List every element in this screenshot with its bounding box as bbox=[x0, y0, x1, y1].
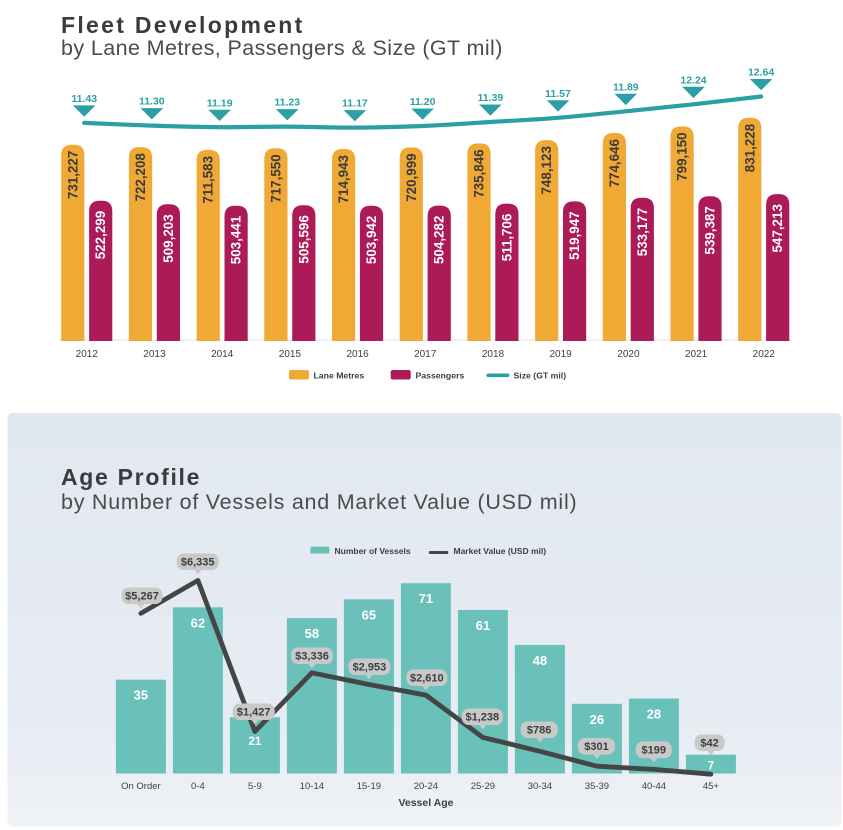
svg-text:11.20: 11.20 bbox=[410, 96, 436, 108]
svg-text:533,177: 533,177 bbox=[635, 208, 650, 256]
svg-text:505,596: 505,596 bbox=[296, 215, 311, 263]
svg-text:26: 26 bbox=[590, 712, 604, 727]
svg-text:$1,238: $1,238 bbox=[465, 712, 499, 724]
svg-text:2022: 2022 bbox=[753, 349, 776, 360]
svg-text:504,282: 504,282 bbox=[432, 216, 447, 264]
svg-text:Size (GT mil): Size (GT mil) bbox=[514, 371, 567, 381]
svg-text:$5,267: $5,267 bbox=[125, 591, 159, 603]
svg-text:40-44: 40-44 bbox=[642, 781, 666, 792]
svg-text:$2,953: $2,953 bbox=[353, 662, 387, 674]
svg-text:711,583: 711,583 bbox=[201, 156, 216, 204]
svg-text:$2,610: $2,610 bbox=[410, 673, 444, 685]
svg-text:Lane Metres: Lane Metres bbox=[314, 371, 365, 381]
svg-text:Vessel Age: Vessel Age bbox=[398, 797, 453, 809]
svg-text:2013: 2013 bbox=[143, 349, 166, 360]
svg-text:2018: 2018 bbox=[482, 349, 505, 360]
svg-text:2015: 2015 bbox=[279, 349, 302, 360]
svg-text:2017: 2017 bbox=[414, 349, 437, 360]
svg-text:717,550: 717,550 bbox=[268, 154, 283, 202]
svg-text:519,947: 519,947 bbox=[567, 211, 582, 259]
svg-text:35: 35 bbox=[134, 688, 148, 703]
svg-text:2012: 2012 bbox=[76, 349, 99, 360]
svg-text:61: 61 bbox=[476, 618, 490, 633]
svg-text:30-34: 30-34 bbox=[528, 781, 552, 792]
svg-text:0-4: 0-4 bbox=[191, 781, 205, 792]
svg-text:$301: $301 bbox=[584, 741, 608, 753]
svg-text:11.30: 11.30 bbox=[139, 96, 165, 108]
svg-text:20-24: 20-24 bbox=[414, 781, 438, 792]
svg-text:$3,336: $3,336 bbox=[295, 651, 329, 663]
svg-text:799,150: 799,150 bbox=[675, 132, 690, 180]
svg-text:On Order: On Order bbox=[121, 781, 161, 792]
svg-text:$786: $786 bbox=[527, 725, 551, 737]
svg-text:11.57: 11.57 bbox=[545, 88, 571, 100]
svg-text:$42: $42 bbox=[700, 738, 718, 750]
svg-text:28: 28 bbox=[647, 707, 661, 722]
svg-text:522,299: 522,299 bbox=[93, 211, 108, 259]
svg-text:11.39: 11.39 bbox=[478, 92, 504, 104]
svg-text:71: 71 bbox=[419, 591, 433, 606]
svg-text:511,706: 511,706 bbox=[499, 214, 514, 262]
svg-text:735,846: 735,846 bbox=[472, 149, 487, 197]
svg-text:65: 65 bbox=[362, 607, 376, 622]
svg-text:Number of Vessels: Number of Vessels bbox=[335, 546, 411, 556]
svg-text:15-19: 15-19 bbox=[357, 781, 381, 792]
svg-text:35-39: 35-39 bbox=[585, 781, 609, 792]
svg-text:2019: 2019 bbox=[549, 349, 572, 360]
svg-text:720,999: 720,999 bbox=[404, 153, 419, 201]
svg-text:10-14: 10-14 bbox=[300, 781, 324, 792]
svg-text:12.64: 12.64 bbox=[748, 67, 774, 79]
svg-text:11.17: 11.17 bbox=[342, 98, 368, 110]
svg-text:547,213: 547,213 bbox=[770, 204, 785, 252]
svg-text:2016: 2016 bbox=[346, 349, 369, 360]
svg-text:503,441: 503,441 bbox=[229, 215, 244, 264]
svg-text:11.19: 11.19 bbox=[207, 97, 233, 109]
svg-text:722,208: 722,208 bbox=[133, 153, 148, 202]
svg-text:25-29: 25-29 bbox=[471, 781, 495, 792]
svg-text:2021: 2021 bbox=[685, 349, 708, 360]
svg-text:58: 58 bbox=[305, 626, 319, 641]
svg-text:748,123: 748,123 bbox=[539, 146, 554, 194]
svg-text:$1,427: $1,427 bbox=[237, 707, 271, 719]
svg-text:11.23: 11.23 bbox=[274, 97, 300, 109]
svg-text:Passengers: Passengers bbox=[416, 371, 465, 381]
svg-text:$199: $199 bbox=[642, 745, 666, 757]
svg-text:62: 62 bbox=[191, 615, 205, 630]
svg-text:$6,335: $6,335 bbox=[181, 557, 215, 569]
svg-text:11.89: 11.89 bbox=[613, 81, 639, 93]
svg-text:11.43: 11.43 bbox=[71, 93, 97, 105]
svg-text:7: 7 bbox=[708, 761, 714, 773]
svg-text:12.24: 12.24 bbox=[680, 74, 706, 86]
svg-text:Market Value (USD mil): Market Value (USD mil) bbox=[454, 546, 547, 556]
svg-text:831,228: 831,228 bbox=[742, 123, 757, 172]
svg-text:2014: 2014 bbox=[211, 349, 234, 360]
svg-text:539,387: 539,387 bbox=[703, 206, 718, 254]
svg-text:5-9: 5-9 bbox=[248, 781, 262, 792]
svg-text:48: 48 bbox=[533, 653, 547, 668]
svg-text:21: 21 bbox=[249, 736, 262, 748]
svg-text:45+: 45+ bbox=[703, 781, 720, 792]
svg-text:2020: 2020 bbox=[617, 349, 640, 360]
svg-text:509,203: 509,203 bbox=[161, 214, 176, 262]
svg-text:774,646: 774,646 bbox=[607, 139, 622, 187]
svg-text:714,943: 714,943 bbox=[336, 155, 351, 203]
svg-text:503,942: 503,942 bbox=[364, 216, 379, 264]
svg-text:731,227: 731,227 bbox=[65, 151, 80, 199]
